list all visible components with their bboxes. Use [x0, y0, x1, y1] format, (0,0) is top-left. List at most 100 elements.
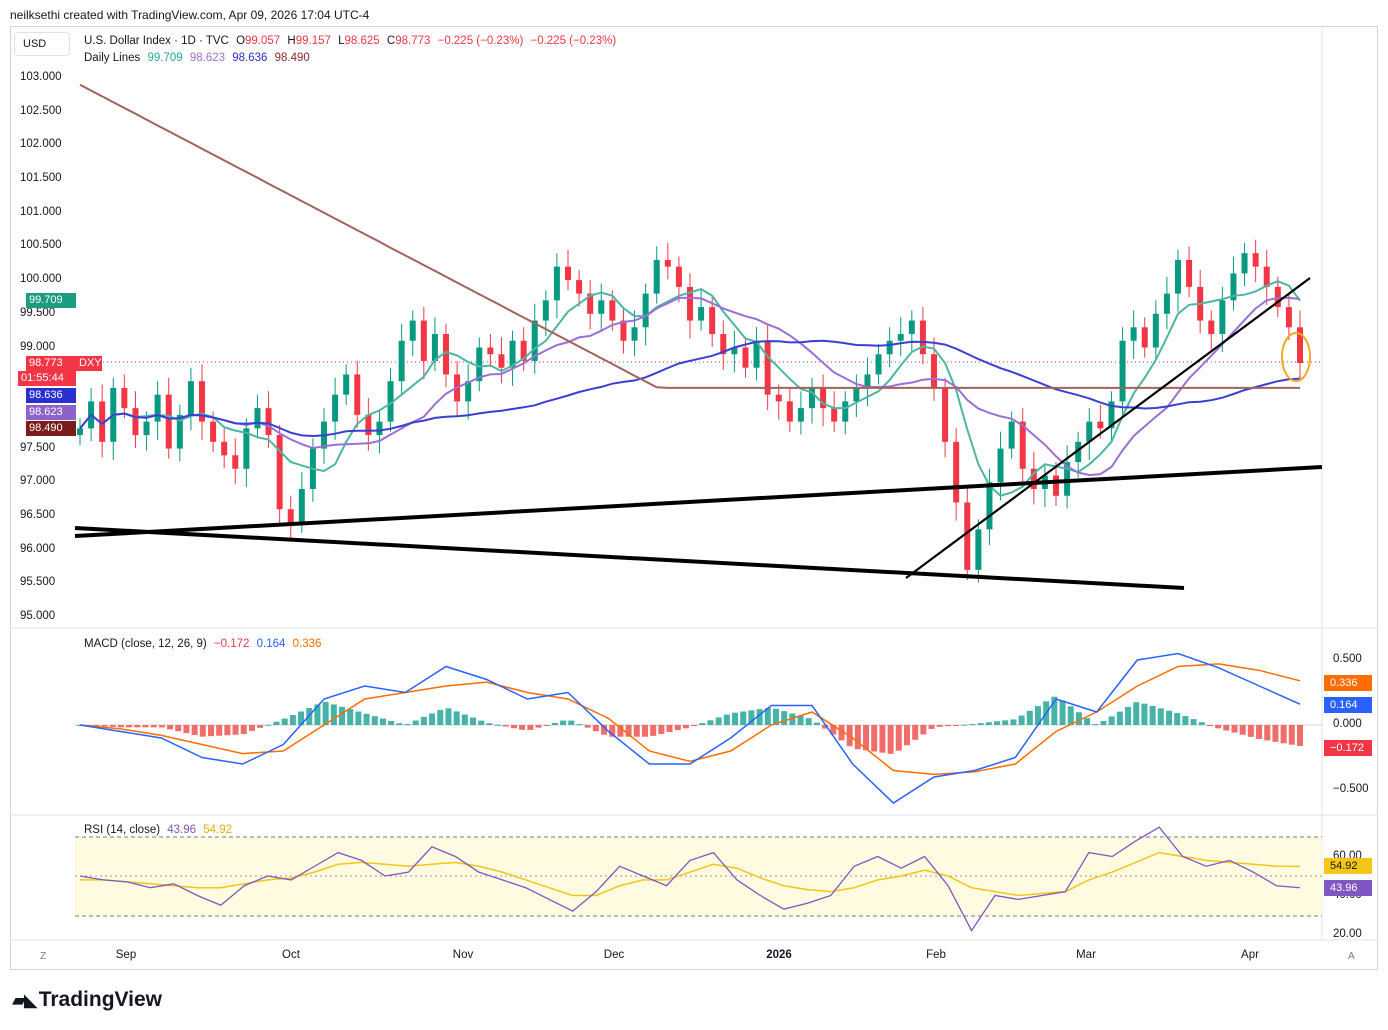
candle: [720, 320, 727, 370]
macd-hist-bar: [1075, 712, 1082, 725]
macd-hist-bar: [1092, 724, 1099, 726]
macd-hist-bar: [560, 720, 567, 725]
macd-hist-bar: [592, 725, 599, 732]
macd-hist-bar: [1206, 725, 1213, 726]
daily-line-3-value: 98.636: [232, 52, 268, 64]
price-tick-label: 103.000: [20, 71, 62, 83]
candle: [553, 253, 560, 319]
macd-hist-bar: [322, 702, 329, 725]
candle: [897, 317, 904, 357]
macd-hist-bar: [1067, 706, 1074, 725]
trendline-lower[interactable]: [74, 526, 1185, 590]
macd-hist-bar: [936, 725, 943, 727]
candle: [265, 391, 272, 448]
candle: [376, 411, 383, 454]
trendline-upper[interactable]: [74, 465, 1323, 538]
current-price-tag: 98.773: [26, 356, 76, 371]
macd-hist-bar: [944, 725, 951, 727]
candle: [953, 428, 960, 521]
macd-hist-bar: [273, 721, 280, 725]
moving-averages: [79, 83, 1301, 497]
candle: [77, 418, 83, 446]
daily-lines-legend[interactable]: Daily Lines 99.709 98.623 98.636 98.490: [84, 52, 314, 64]
macd-hist-bar: [756, 709, 763, 725]
candle: [1108, 391, 1115, 442]
candle: [154, 381, 161, 440]
highlight-ellipse[interactable]: [1281, 332, 1311, 382]
macd-hist-bar: [854, 725, 861, 750]
rsi-legend[interactable]: RSI (14, close) 43.96 54.92: [84, 824, 236, 836]
macd-hist-bar: [101, 725, 108, 727]
price-tick-label: 102.500: [20, 104, 62, 117]
daily-line-1-value: 99.709: [147, 52, 183, 64]
countdown-tag: 01:55:44: [18, 371, 76, 386]
macd-hist-bar: [470, 717, 477, 725]
logo-text: TradingView: [38, 988, 163, 1011]
candle: [931, 337, 937, 401]
candle: [1263, 249, 1270, 306]
price-tick-label: 96.000: [20, 542, 56, 555]
macd-hist-bar: [355, 711, 362, 725]
macd-hist-bar: [1165, 710, 1172, 725]
chart-frame: [10, 26, 1378, 970]
macd-hist-bar: [175, 725, 182, 732]
macd-hist-bar: [1198, 722, 1205, 725]
candle: [875, 344, 882, 385]
macd-hist-bar: [871, 725, 878, 752]
macd-legend[interactable]: MACD (close, 12, 26, 9) −0.172 0.164 0.3…: [84, 638, 325, 650]
candle: [853, 374, 860, 417]
candle: [1219, 286, 1226, 353]
daily-lines-label: Daily Lines: [84, 52, 141, 64]
macd-hist-bar: [1280, 725, 1287, 744]
macd-hist-bar: [461, 714, 468, 725]
rsi-tag: 43.96: [1324, 880, 1372, 896]
candle: [842, 391, 849, 435]
candle: [232, 438, 239, 485]
rsi-tick-label: 20.00: [1333, 927, 1362, 940]
candle: [587, 280, 594, 330]
tradingview-logo[interactable]: ▰◣ TradingView: [12, 988, 162, 1012]
candle: [110, 377, 117, 461]
low-value: 98.625: [344, 35, 380, 47]
close-label: C: [386, 35, 396, 47]
macd-hist-bar: [224, 725, 231, 736]
auto-scale-corner[interactable]: A: [1348, 951, 1355, 962]
macd-signal-value: 0.336: [292, 638, 322, 650]
candle: [387, 367, 394, 432]
candle: [1175, 249, 1181, 312]
macd-hist-bar: [1149, 705, 1156, 725]
candle: [908, 310, 915, 353]
macd-hist-bar: [158, 725, 165, 728]
macd-hist-bar: [404, 724, 411, 726]
candle: [531, 303, 538, 374]
time-tick-label: Feb: [926, 949, 946, 961]
candle: [809, 377, 815, 424]
price-tick-label: 99.000: [20, 340, 56, 353]
time-tick-label: Sep: [115, 949, 137, 961]
macd-hist-bar: [330, 704, 337, 725]
macd-hist-bar: [1239, 725, 1246, 735]
macd-hist-bar: [723, 714, 730, 725]
zoom-corner[interactable]: Z: [40, 951, 47, 962]
macd-hist-bar: [1223, 725, 1230, 731]
macd-hist-bar: [445, 708, 452, 725]
low-label: L: [338, 35, 345, 47]
price-tick-label: 97.000: [20, 475, 56, 488]
candle: [997, 431, 1004, 501]
symbol-legend[interactable]: U.S. Dollar Index · 1D · TVC O99.057 H99…: [84, 35, 620, 47]
rsi-pane: [79, 826, 1301, 932]
candle: [99, 384, 106, 458]
macd-hist-bar: [1215, 725, 1222, 729]
currency-button[interactable]: USD: [14, 32, 70, 56]
macd-hist-bar: [543, 725, 550, 726]
macd-hist-bar: [519, 725, 526, 730]
candle: [1064, 445, 1071, 509]
candle: [775, 384, 782, 420]
trendline-support[interactable]: [905, 277, 1311, 579]
macd-hist-bar: [183, 725, 190, 734]
macd-hist-bar: [879, 725, 886, 753]
daily-line-4-value: 98.490: [274, 52, 310, 64]
candle: [653, 246, 660, 304]
macd-hist-bar: [1026, 710, 1033, 725]
